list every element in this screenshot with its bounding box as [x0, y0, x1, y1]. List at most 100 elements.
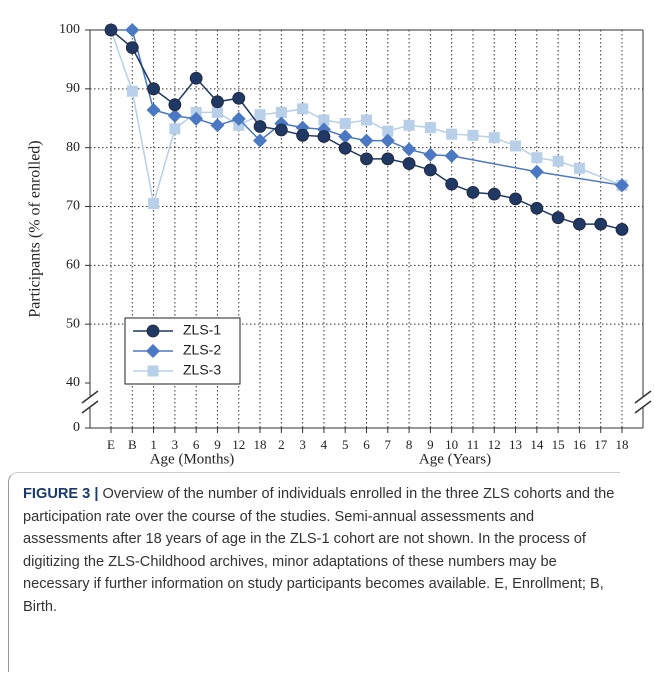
x-tick-label: 10	[445, 437, 458, 452]
legend: ZLS-1 ZLS-2 ZLS-3	[124, 317, 241, 385]
marker	[148, 198, 160, 210]
x-tick-label: 11	[467, 437, 480, 452]
marker	[125, 23, 140, 37]
marker	[509, 192, 522, 206]
x-tick-label: 3	[172, 437, 179, 452]
marker	[338, 141, 352, 155]
legend-label: ZLS-2	[183, 342, 221, 358]
x-tick-label: 14	[530, 437, 544, 452]
chart: Participants (% of enrolled) Age (Months…	[27, 22, 652, 467]
x-tick-label: 3	[299, 437, 306, 452]
marker	[403, 119, 415, 131]
y-tick-label: 100	[59, 22, 80, 37]
marker	[615, 223, 629, 236]
marker	[189, 111, 204, 126]
marker	[423, 147, 438, 162]
series-line	[110, 29, 623, 231]
marker	[530, 201, 544, 215]
marker	[317, 130, 331, 143]
axis-break	[634, 390, 652, 404]
x-tick-label: 15	[552, 437, 565, 452]
marker	[338, 129, 353, 144]
x-tick-label: B	[128, 437, 137, 452]
x-tick-label: 13	[509, 437, 522, 452]
y-tick-label: 70	[66, 199, 80, 214]
marker	[253, 120, 267, 133]
x-tick-label: E	[107, 437, 115, 452]
marker	[444, 148, 459, 163]
y-axis-label: Participants (% of enrolled)	[27, 140, 44, 317]
x-tick-label: 17	[594, 437, 608, 452]
x-tick-label: 2	[278, 437, 285, 452]
marker	[232, 91, 246, 105]
axis-break	[634, 400, 652, 414]
x-tick-label: 9	[427, 437, 434, 452]
x-tick-label: 18	[254, 437, 267, 452]
marker	[211, 95, 224, 109]
marker	[615, 178, 629, 193]
marker	[529, 164, 544, 179]
marker	[189, 71, 203, 85]
marker	[147, 82, 160, 96]
marker	[339, 118, 351, 130]
marker	[380, 133, 395, 148]
y-tick-label: 0	[73, 420, 80, 435]
marker	[146, 103, 161, 118]
marker	[510, 140, 522, 152]
y-tick-label: 40	[66, 375, 80, 390]
marker	[296, 128, 310, 142]
marker	[445, 177, 459, 191]
legend-label: ZLS-1	[183, 322, 221, 338]
x-tick-label: 8	[406, 437, 413, 452]
marker	[168, 98, 182, 112]
marker	[424, 122, 436, 134]
marker	[423, 163, 437, 177]
marker	[531, 152, 543, 164]
marker	[125, 41, 139, 55]
x-tick-label: 12	[232, 437, 245, 452]
x-tick-label: 1	[150, 437, 157, 452]
marker	[254, 109, 266, 121]
marker	[146, 344, 160, 358]
marker	[169, 123, 181, 135]
x-tick-label: 18	[616, 437, 629, 452]
axis-break	[81, 400, 99, 414]
x-tick-label: 6	[193, 437, 200, 452]
axis-break	[81, 390, 99, 404]
x-tick-label: 12	[488, 437, 501, 452]
marker	[402, 142, 417, 157]
marker	[318, 114, 330, 126]
marker	[275, 106, 287, 118]
marker	[382, 125, 394, 137]
caption-label: FIGURE 3 |	[23, 486, 99, 502]
x-tick-label: 6	[363, 437, 370, 452]
y-tick-label: 50	[66, 316, 80, 331]
marker	[147, 365, 159, 377]
y-tick-label: 60	[66, 258, 80, 273]
marker	[297, 103, 309, 115]
x-tick-label: 7	[385, 437, 392, 452]
caption: FIGURE 3 | Overview of the number of ind…	[8, 472, 620, 672]
marker	[231, 111, 246, 126]
marker	[381, 152, 395, 166]
marker	[104, 23, 118, 37]
x-group-label: Age (Months)	[150, 451, 235, 467]
x-tick-label: 9	[214, 437, 221, 452]
marker	[446, 128, 458, 140]
marker	[488, 132, 500, 144]
marker	[167, 108, 182, 123]
marker	[253, 133, 268, 148]
marker	[594, 217, 608, 231]
marker	[466, 185, 480, 199]
marker	[126, 85, 138, 97]
x-group-label: Age (Years)	[419, 451, 491, 467]
marker	[467, 129, 479, 141]
marker	[573, 162, 585, 174]
marker	[274, 123, 288, 137]
x-tick-label: 4	[321, 437, 328, 452]
marker	[551, 211, 565, 225]
marker	[361, 114, 372, 126]
marker	[210, 118, 225, 133]
x-tick-label: 5	[342, 437, 349, 452]
